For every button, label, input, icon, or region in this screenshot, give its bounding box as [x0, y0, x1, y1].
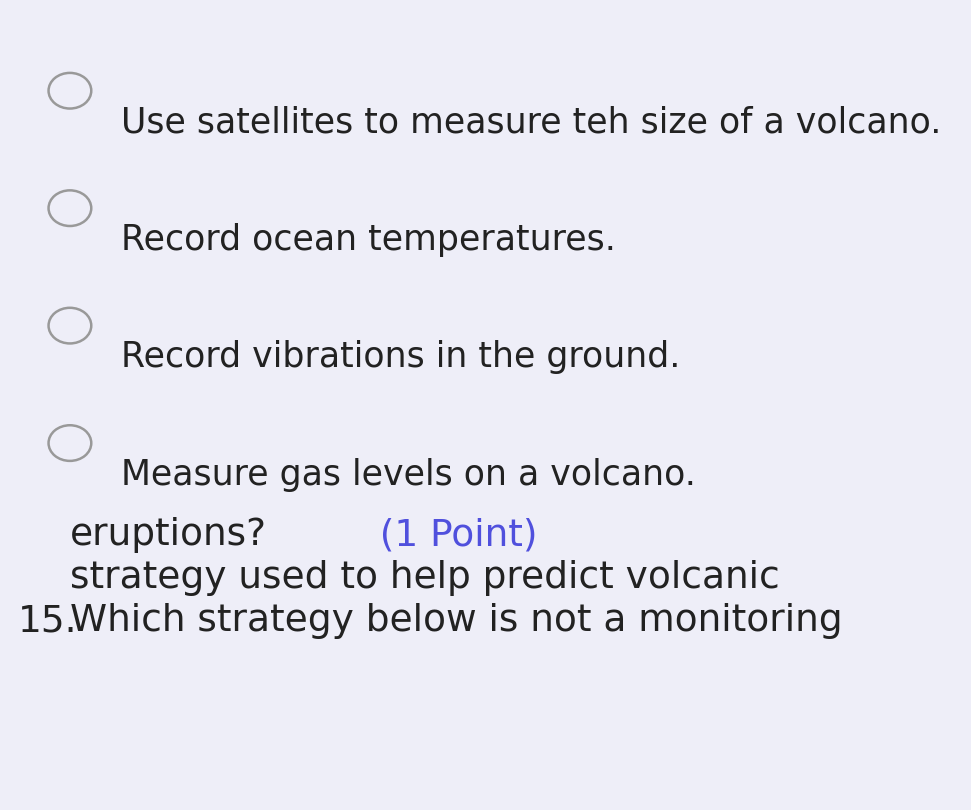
Circle shape [49, 308, 91, 343]
Text: Record ocean temperatures.: Record ocean temperatures. [121, 223, 617, 257]
Text: 15.: 15. [17, 603, 77, 639]
Text: strategy used to help predict volcanic: strategy used to help predict volcanic [70, 561, 780, 596]
Circle shape [49, 190, 91, 226]
Text: Measure gas levels on a volcano.: Measure gas levels on a volcano. [121, 458, 696, 492]
Text: eruptions?: eruptions? [70, 518, 267, 553]
Circle shape [49, 73, 91, 109]
Text: Use satellites to measure teh size of a volcano.: Use satellites to measure teh size of a … [121, 105, 942, 139]
Text: Record vibrations in the ground.: Record vibrations in the ground. [121, 340, 681, 374]
Text: Which strategy below is not a monitoring: Which strategy below is not a monitoring [70, 603, 843, 639]
Text: (1 Point): (1 Point) [356, 518, 538, 553]
Circle shape [49, 425, 91, 461]
